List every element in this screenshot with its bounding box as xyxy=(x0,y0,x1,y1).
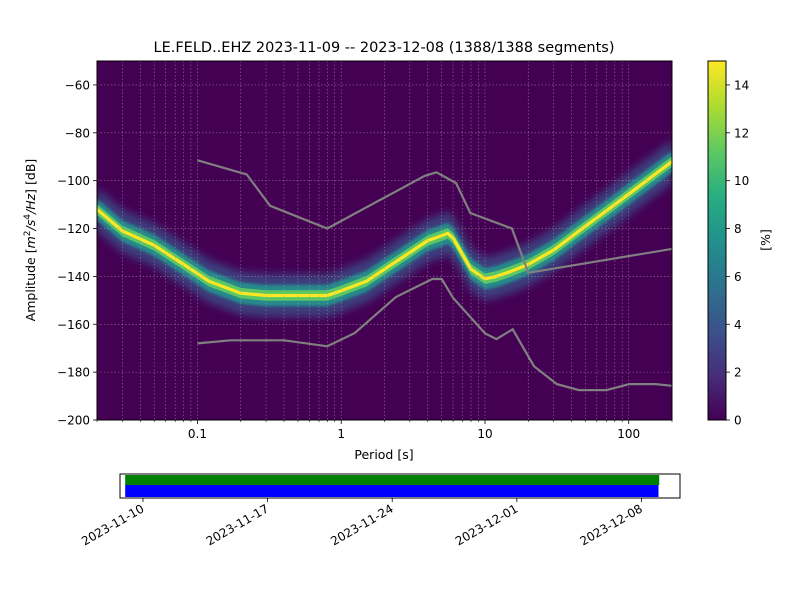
noise-model-low xyxy=(197,277,672,392)
noise-model-high xyxy=(197,159,672,275)
colorbar-gradient xyxy=(707,60,727,421)
y-tick-label: −160 xyxy=(57,318,90,332)
y-axis-label: Amplitude [m2/s4/Hz] [dB] xyxy=(23,159,38,322)
colorbar-tick-label: 10 xyxy=(734,174,749,188)
timeline-bar-green xyxy=(125,475,660,485)
timeline-tick-label: 2023-12-08 xyxy=(578,501,645,548)
y-tick-label: −120 xyxy=(57,222,90,236)
colorbar-tick-label: 4 xyxy=(734,318,742,332)
psd-heatmap-plot: 0.1 1 10 100 −60 −80 −100 −120 −140 −160 −180 −200… xyxy=(23,60,673,462)
colorbar-tick-label: 2 xyxy=(734,366,742,380)
colorbar-tick-label: 12 xyxy=(734,126,749,140)
timeline-tick-label: 2023-11-24 xyxy=(328,501,395,548)
colorbar-tick-label: 6 xyxy=(734,270,742,284)
y-axis-ticks: −60 −80 −100 −120 −140 −160 −180 −200 xyxy=(57,78,97,428)
colorbar-tick-label: 8 xyxy=(734,222,742,236)
y-tick-label: −100 xyxy=(57,174,90,188)
colorbar-tick-label: 0 xyxy=(734,414,742,428)
timeline-date-ticks: 2023-11-10 2023-11-17 2023-11-24 2023-12-01… xyxy=(79,498,645,548)
y-tick-label: −80 xyxy=(65,126,90,140)
chart-title: LE.FELD..EHZ 2023-11-09 -- 2023-12-08 (1… xyxy=(153,40,614,56)
timeline-bar-blue xyxy=(125,485,659,497)
y-tick-label: −200 xyxy=(57,414,90,428)
timeline-frame xyxy=(119,473,681,499)
colorbar: 0 2 4 6 8 10 12 14 [%] xyxy=(707,60,773,428)
density-mode-line xyxy=(97,160,672,298)
data-availability-timeline: 2023-11-10 2023-11-17 2023-11-24 2023-12-01… xyxy=(79,473,681,548)
timeline-bars xyxy=(125,475,660,497)
timeline-tick-label: 2023-12-01 xyxy=(453,501,520,548)
x-tick-label: 100 xyxy=(617,427,640,441)
y-tick-label: −180 xyxy=(57,366,90,380)
grid-lines xyxy=(97,61,672,420)
colorbar-tick-label: 14 xyxy=(734,78,749,92)
y-tick-label: −60 xyxy=(65,78,90,92)
colorbar-ticks: 0 2 4 6 8 10 12 14 xyxy=(726,78,749,428)
x-tick-label: 1 xyxy=(337,427,345,441)
timeline-tick-label: 2023-11-10 xyxy=(79,501,146,548)
x-axis-ticks: 0.1 1 10 100 xyxy=(96,420,673,441)
x-axis-label: Period [s] xyxy=(354,447,413,462)
timeline-tick-label: 2023-11-17 xyxy=(204,501,271,548)
colorbar-label: [%] xyxy=(758,229,773,251)
y-tick-label: −140 xyxy=(57,270,90,284)
noise-model-curves xyxy=(197,159,672,392)
x-tick-label: 0.1 xyxy=(188,427,207,441)
x-tick-label: 10 xyxy=(477,427,492,441)
